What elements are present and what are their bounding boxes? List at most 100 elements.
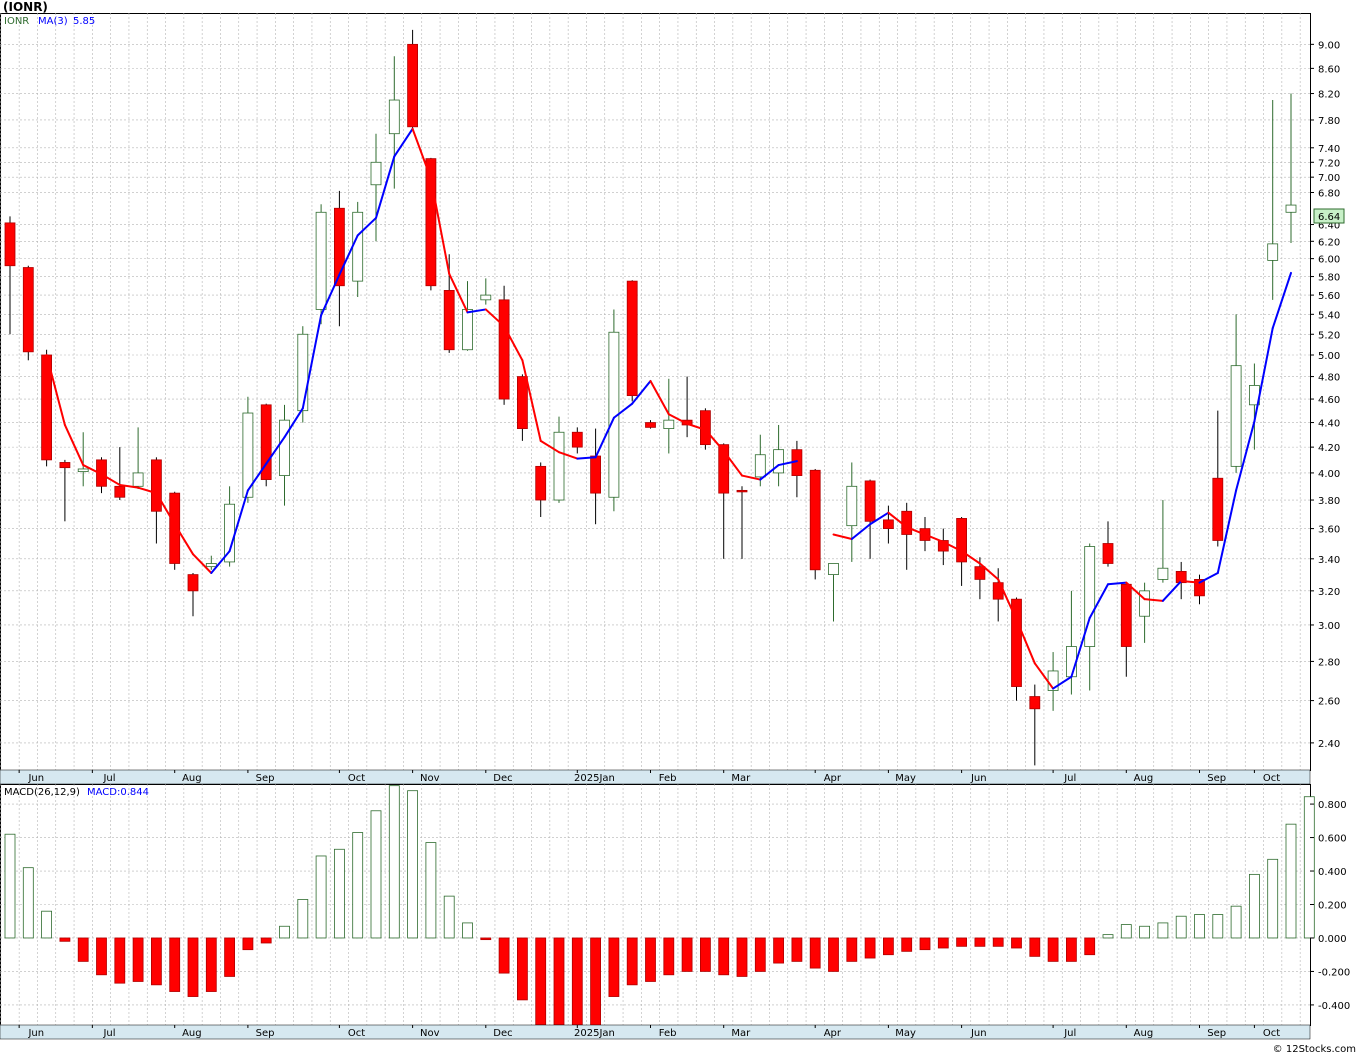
candle-body: [224, 503, 236, 563]
macd-bar: [132, 937, 144, 982]
candle: [1029, 684, 1041, 766]
candle: [773, 424, 784, 487]
candle: [608, 309, 620, 512]
macd-bar: [260, 937, 272, 944]
ma-segment: [210, 550, 231, 574]
ma-segment: [338, 234, 359, 276]
ma-segment: [173, 523, 194, 556]
candle: [754, 434, 766, 487]
ma-segment: [503, 325, 524, 362]
y-tick-label: 4.20: [1318, 443, 1340, 454]
ma-segment: [558, 451, 579, 460]
month-label: Aug: [182, 773, 202, 784]
macd-bar: [1157, 922, 1169, 939]
candle: [1230, 314, 1242, 473]
candle: [809, 468, 821, 580]
macd-bar: [992, 937, 1004, 947]
y-tick-label: 9.00: [1318, 40, 1340, 51]
macd-bar: [590, 937, 601, 1028]
macd-value-label: MACD:0.844: [87, 787, 149, 798]
candle-body: [626, 280, 638, 397]
macd-bar: [370, 810, 382, 939]
month-axis-band: [0, 769, 1311, 785]
y-tick-label: 8.60: [1318, 64, 1340, 75]
candle-body: [956, 518, 967, 563]
macd-bar: [791, 937, 803, 962]
candle: [864, 479, 876, 559]
ma-segment: [704, 428, 725, 452]
ma-segment: [118, 483, 140, 489]
candle: [132, 427, 144, 490]
ma-segment: [484, 308, 506, 328]
candle: [187, 572, 199, 617]
macd-bar: [608, 937, 620, 997]
candle-body: [388, 99, 400, 135]
current-price-value: 6.64: [1318, 212, 1340, 223]
macd-params-label: MACD(26,12,9): [4, 787, 80, 798]
macd-bar: [535, 937, 547, 1026]
y-tick-label: 2.60: [1318, 697, 1340, 708]
candle-body: [974, 566, 986, 580]
candle-body: [846, 485, 858, 527]
month-label: Jun: [970, 773, 987, 784]
month-label: May: [895, 1028, 916, 1039]
candle: [1139, 582, 1150, 643]
candle-body: [1157, 567, 1169, 580]
ma-segment: [667, 413, 689, 425]
month-label: Apr: [824, 773, 842, 784]
month-label: Aug: [1134, 1028, 1154, 1039]
ma-segment: [1107, 581, 1128, 586]
candle-body: [883, 519, 894, 530]
candle-body: [333, 207, 345, 287]
candle-body: [828, 563, 839, 575]
candle-body: [187, 574, 199, 592]
month-label: Jul: [1063, 1028, 1076, 1039]
candle-body: [150, 459, 162, 512]
macd-bar: [315, 855, 327, 939]
ma-segment: [997, 578, 1018, 621]
macd-bar: [919, 937, 931, 951]
macd-y-tick-label: -0.400: [1318, 1001, 1350, 1012]
chart-title: (IONR): [3, 0, 48, 14]
macd-panel-grid: [0, 784, 1311, 1026]
ma-segment: [521, 359, 542, 442]
ma-segment: [265, 436, 286, 465]
candle: [1194, 574, 1205, 605]
macd-y-tick-label: -0.200: [1318, 967, 1350, 978]
ma-segment: [978, 562, 1000, 581]
macd-bar: [663, 937, 675, 976]
candle-body: [443, 290, 455, 351]
month-label: Jun: [970, 1028, 987, 1039]
macd-bar: [114, 937, 126, 984]
macd-bar: [77, 937, 89, 962]
candle: [242, 396, 254, 503]
candle: [846, 462, 858, 562]
macd-bar: [1212, 914, 1224, 939]
candle: [260, 403, 272, 487]
y-tick-label: 2.40: [1318, 739, 1340, 750]
y-tick-label: 6.80: [1318, 188, 1340, 199]
macd-bar: [96, 937, 107, 976]
ma-segment: [466, 308, 487, 314]
ma-segment: [301, 314, 323, 410]
candle: [279, 404, 290, 506]
candle: [315, 204, 327, 325]
candle-body: [1175, 570, 1187, 584]
candle-body: [1084, 546, 1096, 647]
month-label: Sep: [1207, 1028, 1226, 1039]
macd-bar: [297, 899, 309, 939]
candle-body: [590, 455, 601, 494]
y-tick-label: 3.20: [1318, 587, 1340, 598]
candle-body: [1230, 365, 1242, 467]
macd-bar: [571, 937, 583, 1026]
candle: [114, 447, 126, 501]
month-label: Mar: [731, 1028, 751, 1039]
candle-body: [571, 431, 583, 448]
macd-bar: [1267, 858, 1279, 939]
macd-bar: [279, 925, 290, 939]
candle-body: [553, 431, 565, 501]
macd-bar: [150, 937, 162, 986]
ma-segment: [942, 540, 963, 553]
candle: [736, 486, 748, 559]
